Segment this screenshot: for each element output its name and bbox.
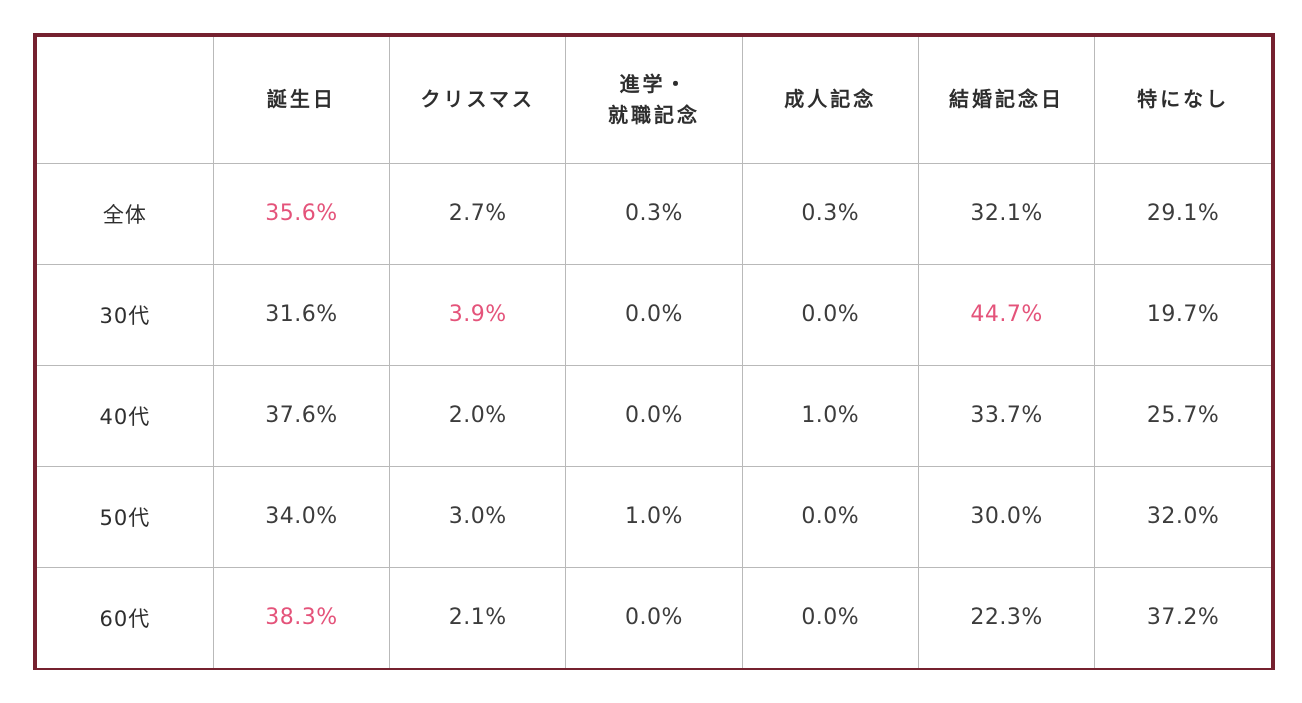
row-label-60s: 60代 (37, 567, 214, 668)
header-cell-none: 特になし (1094, 37, 1271, 164)
header-cell-coming-of-age: 成人記念 (742, 37, 919, 164)
value-cell: 0.0% (742, 567, 919, 668)
table-header: 誕生日 クリスマス 進学・ 就職記念 成人記念 結婚記念日 特になし (37, 37, 1271, 164)
value-cell: 1.0% (565, 466, 743, 568)
value-cell: 2.1% (389, 567, 567, 668)
value-cell: 0.0% (742, 264, 919, 366)
value-cell: 1.0% (742, 365, 919, 467)
table-row: 全体 35.6% 2.7% 0.3% 0.3% 32.1% 29.1% (37, 163, 1271, 265)
row-label-50s: 50代 (37, 466, 214, 568)
value-cell: 32.1% (918, 163, 1096, 265)
header-cell-school-job: 進学・ 就職記念 (565, 37, 743, 164)
value-cell: 38.3% (213, 567, 391, 668)
value-cell: 0.3% (565, 163, 743, 265)
value-cell: 31.6% (213, 264, 391, 366)
value-cell: 29.1% (1094, 163, 1271, 265)
table-row: 40代 37.6% 2.0% 0.0% 1.0% 33.7% 25.7% (37, 365, 1271, 467)
value-cell: 37.6% (213, 365, 391, 467)
value-cell: 25.7% (1094, 365, 1271, 467)
header-cell-birthday: 誕生日 (213, 37, 391, 164)
row-label-30s: 30代 (37, 264, 214, 366)
table-body: 全体 35.6% 2.7% 0.3% 0.3% 32.1% 29.1% 30代 … (37, 163, 1271, 668)
value-cell: 35.6% (213, 163, 391, 265)
value-cell: 22.3% (918, 567, 1096, 668)
value-cell: 0.3% (742, 163, 919, 265)
value-cell: 0.0% (565, 365, 743, 467)
table-row: 50代 34.0% 3.0% 1.0% 0.0% 30.0% 32.0% (37, 466, 1271, 568)
value-cell: 34.0% (213, 466, 391, 568)
value-cell: 37.2% (1094, 567, 1271, 668)
row-label-40s: 40代 (37, 365, 214, 467)
value-cell: 2.0% (389, 365, 567, 467)
value-cell: 3.0% (389, 466, 567, 568)
value-cell: 19.7% (1094, 264, 1271, 366)
header-row: 誕生日 クリスマス 進学・ 就職記念 成人記念 結婚記念日 特になし (37, 37, 1271, 164)
value-cell: 32.0% (1094, 466, 1271, 568)
header-cell-empty (37, 37, 214, 164)
value-cell: 3.9% (389, 264, 567, 366)
survey-table-frame: 誕生日 クリスマス 進学・ 就職記念 成人記念 結婚記念日 特になし 全体 35… (33, 33, 1275, 670)
value-cell: 44.7% (918, 264, 1096, 366)
value-cell: 33.7% (918, 365, 1096, 467)
value-cell: 2.7% (389, 163, 567, 265)
value-cell: 30.0% (918, 466, 1096, 568)
table-row: 30代 31.6% 3.9% 0.0% 0.0% 44.7% 19.7% (37, 264, 1271, 366)
header-cell-christmas: クリスマス (389, 37, 567, 164)
value-cell: 0.0% (565, 567, 743, 668)
value-cell: 0.0% (565, 264, 743, 366)
value-cell: 0.0% (742, 466, 919, 568)
header-cell-wedding-anniversary: 結婚記念日 (918, 37, 1096, 164)
survey-table: 誕生日 クリスマス 進学・ 就職記念 成人記念 結婚記念日 特になし 全体 35… (37, 37, 1271, 668)
row-label-overall: 全体 (37, 163, 214, 265)
table-row: 60代 38.3% 2.1% 0.0% 0.0% 22.3% 37.2% (37, 567, 1271, 668)
